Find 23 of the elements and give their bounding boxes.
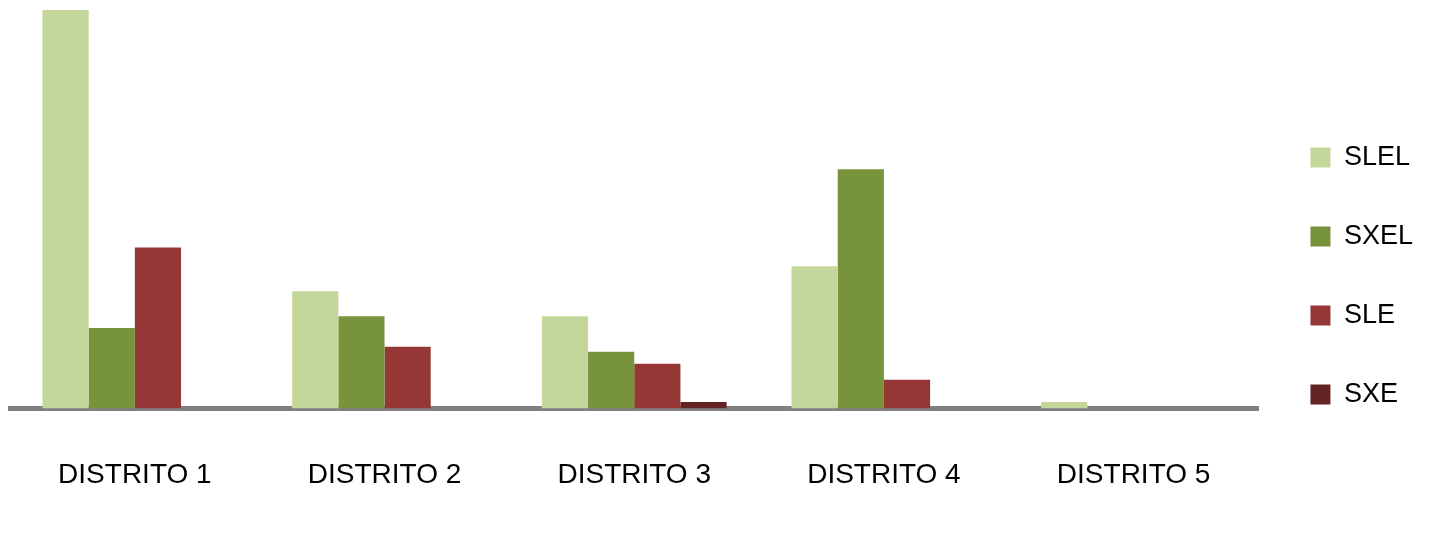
bar (42, 10, 89, 409)
bar (883, 379, 931, 409)
bar (634, 363, 681, 409)
legend-label: SXEL (1343, 219, 1413, 250)
legend-label: SLE (1343, 298, 1395, 329)
bar (134, 247, 182, 409)
legend-label: SXE (1343, 377, 1398, 408)
bar (292, 291, 339, 409)
x-tick-label: DISTRITO 1 (58, 457, 212, 489)
bar (541, 316, 589, 409)
x-tick-label: DISTRITO 4 (807, 457, 961, 489)
legend-label: SLEL (1343, 140, 1411, 171)
bar (588, 351, 635, 409)
bar (1041, 402, 1088, 409)
x-tick-label: DISTRITO 5 (1056, 457, 1211, 489)
bar (837, 169, 884, 409)
bar (384, 346, 431, 409)
bar (88, 327, 135, 409)
x-tick-label: DISTRITO 2 (307, 457, 462, 489)
x-tick-label: DISTRITO 3 (557, 457, 711, 489)
bar (680, 402, 727, 409)
bar (791, 266, 838, 409)
bar (338, 316, 385, 409)
